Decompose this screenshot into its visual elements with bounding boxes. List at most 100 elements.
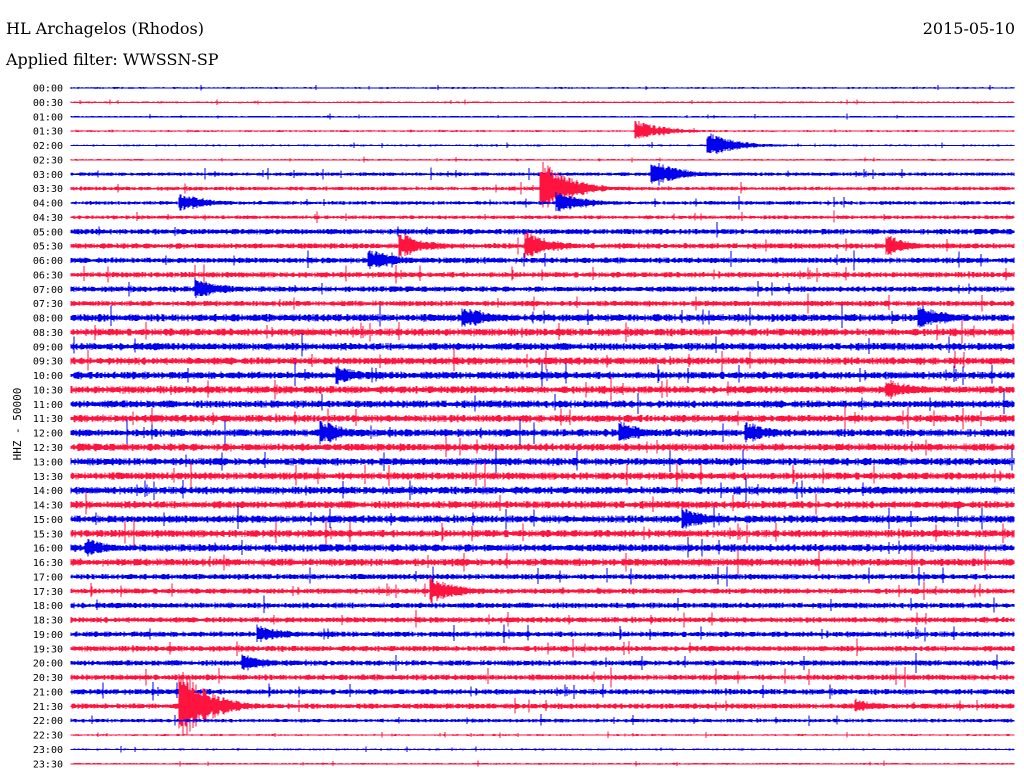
trace-row-1000 xyxy=(70,362,1015,388)
trace-row-0030 xyxy=(70,99,1015,105)
trace-row-2300 xyxy=(70,746,1015,753)
trace-row-0200 xyxy=(70,133,1015,155)
trace-row-1630 xyxy=(70,548,1015,576)
row-time-label: 03:30 xyxy=(33,184,63,195)
row-time-label: 10:00 xyxy=(33,371,63,382)
trace-row-0700 xyxy=(70,278,1015,299)
row-time-label: 05:30 xyxy=(33,242,63,253)
trace-row-2030 xyxy=(70,667,1015,688)
row-time-label: 14:30 xyxy=(33,501,63,512)
row-time-label: 06:00 xyxy=(33,256,63,267)
trace-row-0000 xyxy=(70,84,1015,91)
trace-row-2000 xyxy=(70,652,1015,673)
row-time-label: 02:00 xyxy=(33,141,63,152)
row-time-label: 23:00 xyxy=(33,745,63,756)
row-time-label: 12:00 xyxy=(33,429,63,440)
row-time-label: 22:30 xyxy=(33,731,63,742)
row-time-label: 19:00 xyxy=(33,630,63,641)
row-time-label: 09:00 xyxy=(33,342,63,353)
trace-row-0430 xyxy=(70,210,1015,223)
row-time-label: 04:30 xyxy=(33,213,63,224)
row-time-label: 21:00 xyxy=(33,687,63,698)
trace-row-1700 xyxy=(70,566,1015,587)
row-time-label: 03:00 xyxy=(33,170,63,181)
row-time-label: 18:30 xyxy=(33,616,63,627)
trace-row-1830 xyxy=(70,609,1015,628)
trace-row-1500 xyxy=(70,505,1015,530)
row-time-label: 11:00 xyxy=(33,400,63,411)
trace-row-0600 xyxy=(70,250,1015,271)
row-time-label: 11:30 xyxy=(33,414,63,425)
row-time-label: 16:30 xyxy=(33,558,63,569)
row-time-label: 02:30 xyxy=(33,155,63,166)
record-date: 2015-05-10 xyxy=(922,19,1015,38)
trace-row-0630 xyxy=(70,264,1015,285)
trace-row-0500 xyxy=(70,222,1015,238)
row-time-label: 00:00 xyxy=(33,84,63,95)
trace-row-0300 xyxy=(70,162,1015,186)
row-time-label: 16:00 xyxy=(33,544,63,555)
trace-row-2100 xyxy=(70,681,1015,701)
trace-row-1730 xyxy=(70,577,1015,605)
row-time-label: 07:00 xyxy=(33,285,63,296)
row-time-label: 23:30 xyxy=(33,759,63,770)
trace-row-1430 xyxy=(70,491,1015,515)
trace-row-1100 xyxy=(70,390,1015,415)
trace-row-1930 xyxy=(70,638,1015,658)
row-time-label: 01:00 xyxy=(33,112,63,123)
row-time-label: 08:00 xyxy=(33,314,63,325)
row-time-label: 15:00 xyxy=(33,515,63,526)
trace-row-0800 xyxy=(70,304,1015,329)
trace-row-1200 xyxy=(70,419,1015,445)
row-time-label: 10:30 xyxy=(33,385,63,396)
trace-row-1900 xyxy=(70,624,1015,644)
trace-row-0130 xyxy=(70,121,1015,139)
row-time-label: 01:30 xyxy=(33,127,63,138)
station-title: HL Archagelos (Rhodos) xyxy=(6,19,204,38)
trace-row-1800 xyxy=(70,595,1015,613)
trace-row-0930 xyxy=(70,347,1015,372)
trace-row-0330 xyxy=(70,162,1015,208)
trace-row-0900 xyxy=(70,333,1015,357)
row-time-label: 20:00 xyxy=(33,659,63,670)
trace-row-1330 xyxy=(70,462,1015,490)
row-time-label: 14:00 xyxy=(33,486,63,497)
trace-row-2130 xyxy=(70,671,1015,736)
trace-row-1030 xyxy=(70,377,1015,402)
row-time-label: 07:30 xyxy=(33,299,63,310)
row-time-label: 17:30 xyxy=(33,587,63,598)
trace-row-1230 xyxy=(70,436,1015,457)
trace-row-2200 xyxy=(70,713,1015,726)
filter-label: Applied filter: WWSSN-SP xyxy=(6,50,219,69)
row-time-label: 21:30 xyxy=(33,702,63,713)
row-time-label: 00:30 xyxy=(33,98,63,109)
row-time-label: 06:30 xyxy=(33,270,63,281)
trace-row-1400 xyxy=(70,477,1015,502)
trace-row-0530 xyxy=(70,232,1015,259)
row-time-label: 13:30 xyxy=(33,472,63,483)
trace-row-0100 xyxy=(70,113,1015,120)
trace-row-1530 xyxy=(70,519,1015,547)
row-time-label: 04:00 xyxy=(33,199,63,210)
trace-row-0730 xyxy=(70,293,1015,314)
trace-row-0230 xyxy=(70,156,1015,163)
trace-row-1600 xyxy=(70,537,1015,558)
trace-row-2230 xyxy=(70,731,1015,738)
trace-row-1130 xyxy=(70,405,1015,430)
trace-row-0400 xyxy=(70,192,1015,212)
row-time-label: 08:30 xyxy=(33,328,63,339)
row-time-label: 09:30 xyxy=(33,357,63,368)
trace-row-0830 xyxy=(70,319,1015,344)
row-time-label: 22:00 xyxy=(33,716,63,727)
row-time-label: 19:30 xyxy=(33,644,63,655)
trace-row-2330 xyxy=(70,760,1015,767)
row-time-label: 15:30 xyxy=(33,529,63,540)
trace-row-1300 xyxy=(70,448,1015,475)
row-time-label: 05:00 xyxy=(33,227,63,238)
row-time-label: 20:30 xyxy=(33,673,63,684)
row-time-label: 13:00 xyxy=(33,457,63,468)
row-time-label: 17:00 xyxy=(33,572,63,583)
row-time-label: 12:30 xyxy=(33,443,63,454)
